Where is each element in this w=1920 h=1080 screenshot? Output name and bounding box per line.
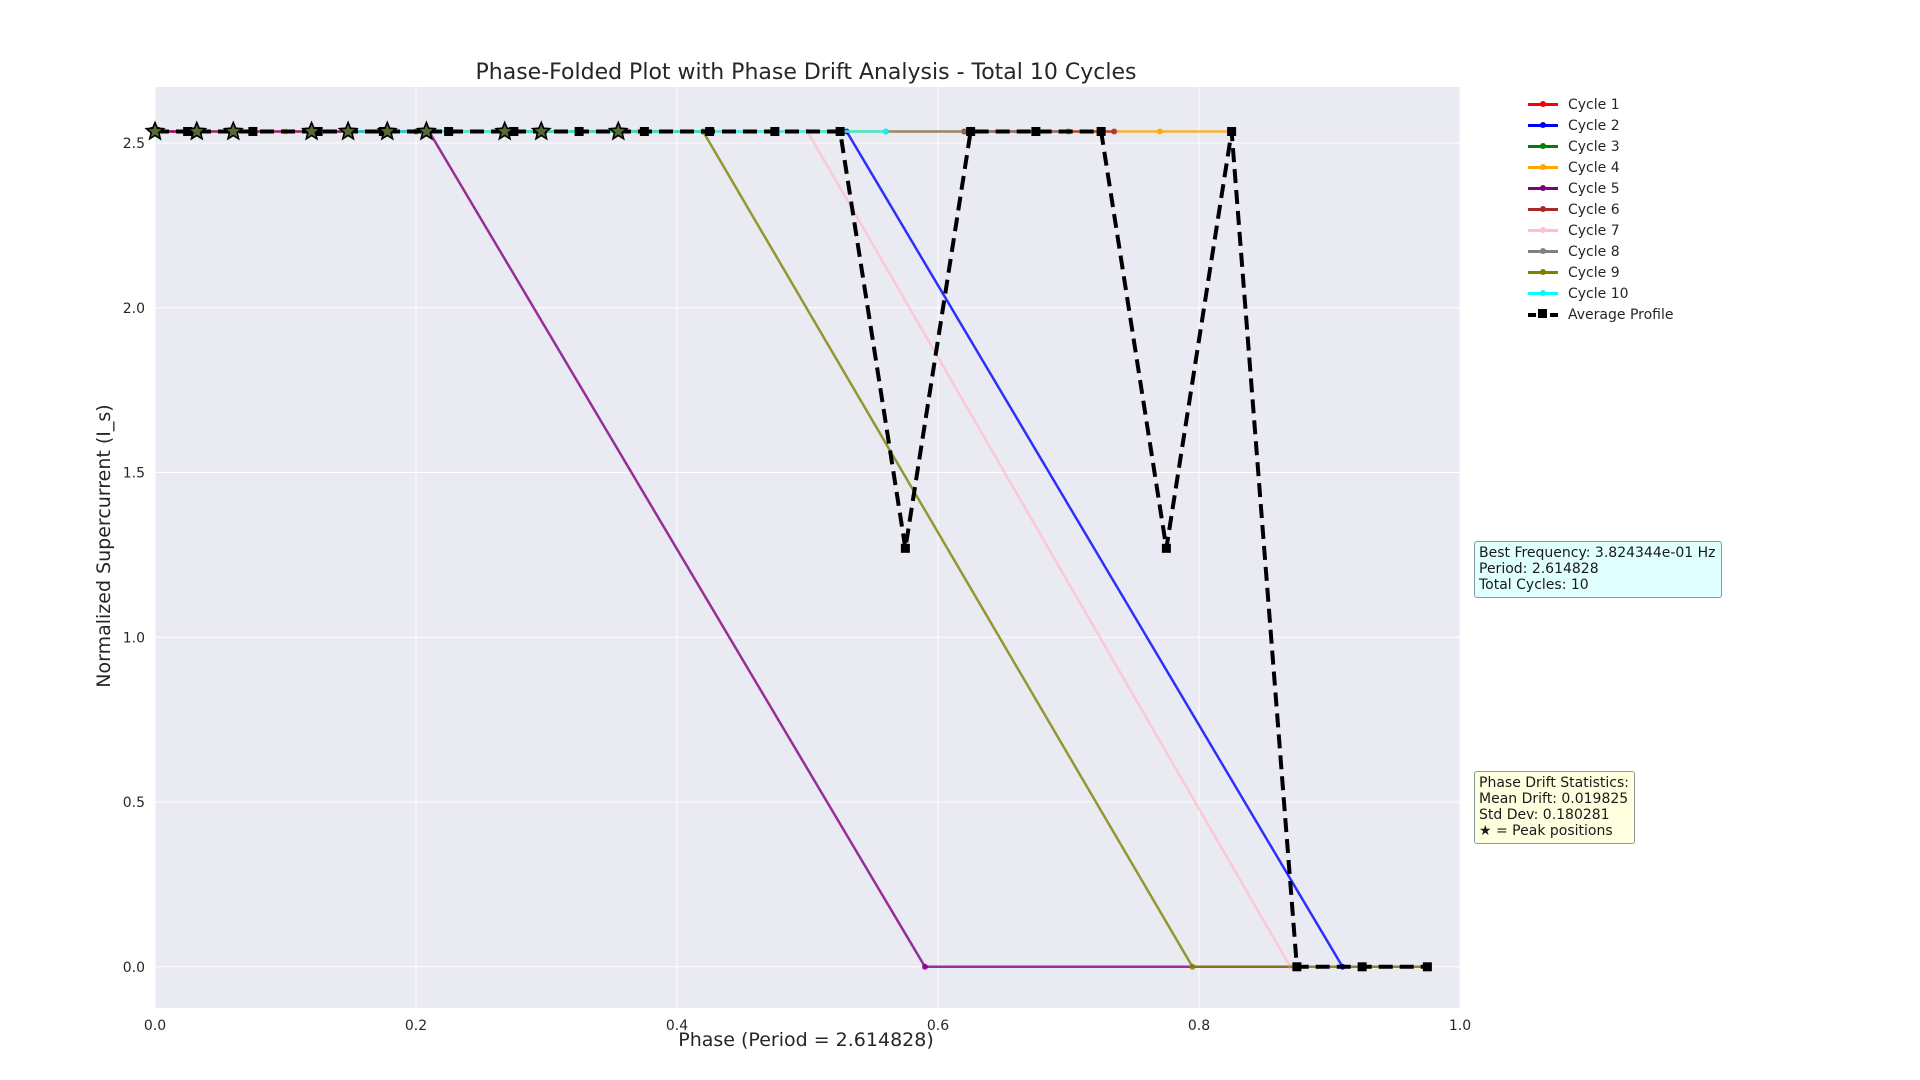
legend-swatch (1528, 290, 1558, 296)
series-point-average-profile (1161, 543, 1171, 553)
series-point-cycle-10 (882, 128, 889, 135)
series-average-profile (150, 126, 1432, 972)
legend-swatch (1528, 101, 1558, 107)
x-tick-label: 0.8 (1188, 1018, 1210, 1034)
x-tick-label: 0.6 (927, 1018, 949, 1034)
peak-marker-layer (144, 120, 629, 141)
peak-star-marker (376, 120, 398, 141)
series-point-average-profile (900, 543, 910, 553)
legend-swatch (1528, 122, 1558, 128)
peak-star-marker (530, 120, 552, 141)
legend-label: Cycle 3 (1568, 138, 1620, 155)
legend-item-cycle-8: Cycle 8 (1528, 241, 1673, 262)
x-axis-label: Phase (Period = 2.614828) (678, 1029, 934, 1051)
series-point-average-profile (1422, 962, 1432, 972)
frequency-info-box: Best Frequency: 3.824344e-01 Hz Period: … (1474, 541, 1722, 598)
legend-label: Cycle 2 (1568, 117, 1620, 134)
series-point-average-profile (966, 126, 976, 136)
legend-swatch (1528, 227, 1558, 233)
legend-label: Cycle 1 (1568, 96, 1620, 113)
series-layer (150, 126, 1432, 972)
chart-title: Phase-Folded Plot with Phase Drift Analy… (476, 60, 1137, 85)
series-point-average-profile (444, 126, 454, 136)
legend-item-average-profile: Average Profile (1528, 304, 1673, 325)
legend-label: Cycle 7 (1568, 222, 1620, 239)
series-point-average-profile (248, 126, 258, 136)
legend-item-cycle-10: Cycle 10 (1528, 283, 1673, 304)
legend-swatch (1528, 308, 1558, 318)
y-tick-label: 0.5 (123, 795, 145, 811)
series-point-average-profile (705, 126, 715, 136)
plot-area (155, 87, 1460, 1008)
series-point-cycle-9 (1189, 963, 1196, 970)
legend-swatch (1528, 143, 1558, 149)
series-point-average-profile (639, 126, 649, 136)
legend-swatch (1528, 248, 1558, 254)
peak-star-marker (607, 120, 629, 141)
series-point-average-profile (574, 126, 584, 136)
series-point-average-profile (313, 126, 323, 136)
legend-item-cycle-4: Cycle 4 (1528, 157, 1673, 178)
y-tick-label: 0.0 (123, 960, 145, 976)
legend-label: Cycle 5 (1568, 180, 1620, 197)
legend-label: Cycle 8 (1568, 243, 1620, 260)
x-tick-label: 0.4 (666, 1018, 688, 1034)
legend-swatch (1528, 185, 1558, 191)
y-tick-label: 2.0 (123, 301, 145, 317)
series-point-average-profile (1227, 126, 1237, 136)
series-point-average-profile (835, 126, 845, 136)
peak-star-marker (186, 120, 208, 141)
peak-star-marker (494, 120, 516, 141)
y-axis-label: Normalized Supercurrent (I_s) (93, 404, 115, 687)
legend-item-cycle-6: Cycle 6 (1528, 199, 1673, 220)
peak-star-marker (300, 120, 323, 141)
legend-label: Cycle 10 (1568, 285, 1629, 302)
phase-drift-stats-box: Phase Drift Statistics: Mean Drift: 0.01… (1474, 771, 1636, 844)
legend-label: Cycle 6 (1568, 201, 1620, 218)
x-tick-label: 1.0 (1449, 1018, 1471, 1034)
legend-item-cycle-3: Cycle 3 (1528, 136, 1673, 157)
x-tick-label: 0.0 (144, 1018, 166, 1034)
legend-item-cycle-7: Cycle 7 (1528, 220, 1673, 241)
series-point-cycle-4 (1156, 128, 1163, 135)
series-point-cycle-6 (1111, 128, 1118, 135)
legend-swatch (1528, 269, 1558, 275)
peak-star-marker (415, 120, 438, 141)
legend-item-cycle-9: Cycle 9 (1528, 262, 1673, 283)
series-point-average-profile (1031, 126, 1041, 136)
series-point-average-profile (183, 126, 193, 136)
legend-label: Cycle 4 (1568, 159, 1620, 176)
y-tick-label: 1.0 (123, 630, 145, 646)
x-tick-label: 0.2 (405, 1018, 427, 1034)
peak-star-marker (144, 120, 166, 141)
legend-item-cycle-1: Cycle 1 (1528, 94, 1673, 115)
legend: Cycle 1 Cycle 2 Cycle 3 Cycle 4 Cycle 5 Cycle… (1528, 94, 1673, 325)
y-tick-label: 1.5 (123, 466, 145, 482)
legend-item-cycle-5: Cycle 5 (1528, 178, 1673, 199)
peak-star-marker (337, 120, 359, 141)
legend-item-cycle-2: Cycle 2 (1528, 115, 1673, 136)
legend-label: Cycle 9 (1568, 264, 1620, 281)
series-point-average-profile (1292, 962, 1302, 972)
series-point-average-profile (509, 126, 519, 136)
tick-layer: 0.0 0.2 0.4 0.6 0.8 1.0 0.0 0.5 1.0 1.5 2.0 2.5 (123, 136, 1471, 1034)
y-tick-label: 2.5 (123, 136, 145, 152)
series-point-cycle-5 (921, 963, 928, 970)
legend-swatch (1528, 206, 1558, 212)
series-point-average-profile (770, 126, 780, 136)
legend-label: Average Profile (1568, 306, 1674, 323)
series-point-average-profile (1096, 126, 1106, 136)
peak-star-marker (222, 120, 244, 141)
legend-swatch (1528, 164, 1558, 170)
series-point-average-profile (1357, 962, 1367, 972)
